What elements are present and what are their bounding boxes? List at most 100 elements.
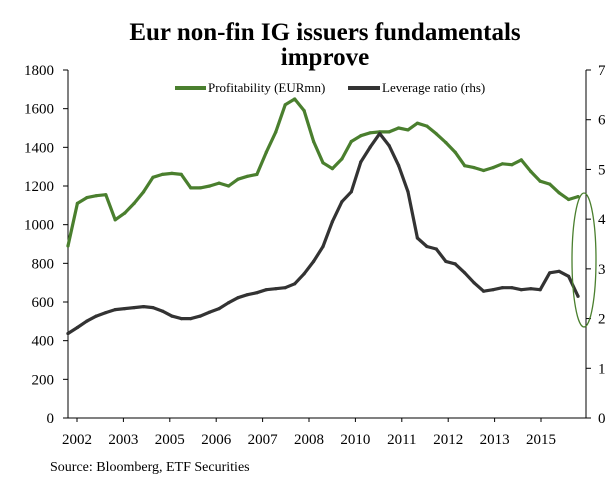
- x-tick-label: 2010: [340, 432, 370, 448]
- data-point-leverage: [463, 271, 467, 275]
- data-point-profitability: [519, 158, 523, 162]
- data-point-leverage: [349, 190, 353, 194]
- data-point-leverage: [142, 305, 146, 309]
- data-point-leverage: [245, 293, 249, 297]
- data-point-profitability: [387, 130, 391, 134]
- y-left-tick-label: 1800: [24, 63, 54, 79]
- data-point-profitability: [491, 166, 495, 170]
- data-point-profitability: [66, 244, 70, 248]
- data-point-leverage: [359, 160, 363, 164]
- highlight-ellipse: [571, 192, 597, 328]
- data-point-leverage: [491, 288, 495, 292]
- data-point-leverage: [85, 319, 89, 323]
- data-point-leverage: [283, 286, 287, 290]
- data-point-profitability: [434, 132, 438, 136]
- y-left-ticks: 0 200 400 600 800 1000 1200 1400 1600 1800: [24, 63, 68, 427]
- data-point-profitability: [406, 128, 410, 132]
- y-right-tick-label: 2: [598, 312, 606, 328]
- legend-label-profitability: Profitability (EURmn): [208, 80, 325, 95]
- data-point-leverage: [75, 325, 79, 330]
- data-point-profitability: [274, 130, 278, 134]
- data-point-profitability: [330, 167, 334, 171]
- data-point-leverage: [548, 271, 552, 275]
- data-point-profitability: [236, 177, 240, 181]
- data-point-profitability: [255, 172, 259, 176]
- y-left-tick-label: 200: [32, 372, 55, 388]
- data-point-profitability: [576, 195, 580, 199]
- data-point-profitability: [349, 139, 353, 144]
- x-tick-label: 2015: [526, 432, 556, 448]
- data-point-leverage: [302, 272, 306, 276]
- data-point-profitability: [529, 169, 533, 174]
- x-tick-label: 2012: [433, 432, 463, 448]
- data-point-profitability: [94, 194, 98, 198]
- y-left-tick-label: 1600: [24, 102, 54, 118]
- data-point-leverage: [415, 236, 419, 240]
- data-point-profitability: [151, 175, 155, 179]
- data-point-leverage: [406, 190, 410, 194]
- data-point-profitability: [293, 97, 297, 101]
- data-point-leverage: [274, 287, 278, 291]
- data-point-leverage: [576, 294, 580, 298]
- y-left-tick-label: 1000: [24, 218, 54, 234]
- y-right-tick-label: 4: [598, 212, 606, 228]
- data-point-profitability: [132, 201, 136, 205]
- data-point-leverage: [236, 296, 240, 300]
- data-point-profitability: [425, 124, 429, 128]
- y-right-tick-label: 5: [598, 162, 606, 178]
- data-point-leverage: [330, 220, 334, 224]
- data-point-leverage: [368, 145, 372, 149]
- x-tick-label: 2002: [62, 432, 92, 448]
- data-point-leverage: [227, 301, 231, 305]
- data-point-leverage: [510, 286, 514, 290]
- data-point-profitability: [444, 140, 448, 145]
- data-point-leverage: [179, 317, 183, 321]
- x-tick-label: 2011: [387, 432, 416, 448]
- data-point-profitability: [538, 179, 542, 183]
- data-point-leverage: [434, 247, 438, 251]
- data-point-leverage: [529, 287, 533, 291]
- series-line-profitability: [66, 97, 580, 248]
- y-left-tick-label: 800: [32, 256, 55, 272]
- data-point-profitability: [142, 190, 146, 194]
- data-point-leverage: [104, 311, 108, 315]
- data-point-profitability: [264, 150, 268, 154]
- data-point-profitability: [170, 171, 174, 175]
- data-point-profitability: [500, 162, 504, 166]
- y-left-tick-label: 1400: [24, 140, 54, 156]
- y-right-tick-label: 1: [598, 361, 606, 377]
- data-point-profitability: [397, 126, 401, 130]
- data-point-leverage: [198, 314, 202, 318]
- data-point-leverage: [472, 281, 476, 285]
- data-point-leverage: [444, 259, 448, 263]
- x-tick-label: 2007: [248, 432, 279, 448]
- data-point-leverage: [132, 306, 136, 310]
- data-point-profitability: [198, 186, 202, 190]
- data-point-profitability: [415, 121, 419, 125]
- data-point-leverage: [312, 259, 316, 263]
- x-ticks: 2002 2003 2005 2006 2007 2008 2010 2011 2012 2013…: [62, 418, 556, 448]
- y-right-tick-label: 6: [598, 113, 606, 129]
- data-point-profitability: [160, 172, 164, 176]
- data-point-profitability: [453, 150, 457, 154]
- legend-label-leverage: Leverage ratio (rhs): [382, 80, 485, 95]
- y-left-tick-label: 1200: [24, 179, 54, 195]
- y-left-tick-label: 400: [32, 334, 55, 350]
- data-point-leverage: [151, 306, 155, 310]
- data-point-profitability: [312, 139, 316, 144]
- chart-title-line-1: Eur non-fin IG issuers fundamentals: [129, 19, 521, 46]
- data-point-leverage: [567, 274, 571, 278]
- data-point-profitability: [472, 166, 476, 170]
- data-point-profitability: [179, 172, 183, 176]
- x-tick-label: 2008: [294, 432, 324, 448]
- data-point-leverage: [538, 288, 542, 292]
- data-point-profitability: [321, 161, 325, 165]
- data-point-leverage: [519, 288, 523, 292]
- data-point-leverage: [482, 289, 486, 293]
- data-point-profitability: [548, 182, 552, 186]
- data-point-leverage: [557, 269, 561, 273]
- data-point-profitability: [227, 184, 231, 188]
- axes: [67, 70, 587, 419]
- data-point-profitability: [123, 211, 127, 215]
- series: [66, 97, 580, 336]
